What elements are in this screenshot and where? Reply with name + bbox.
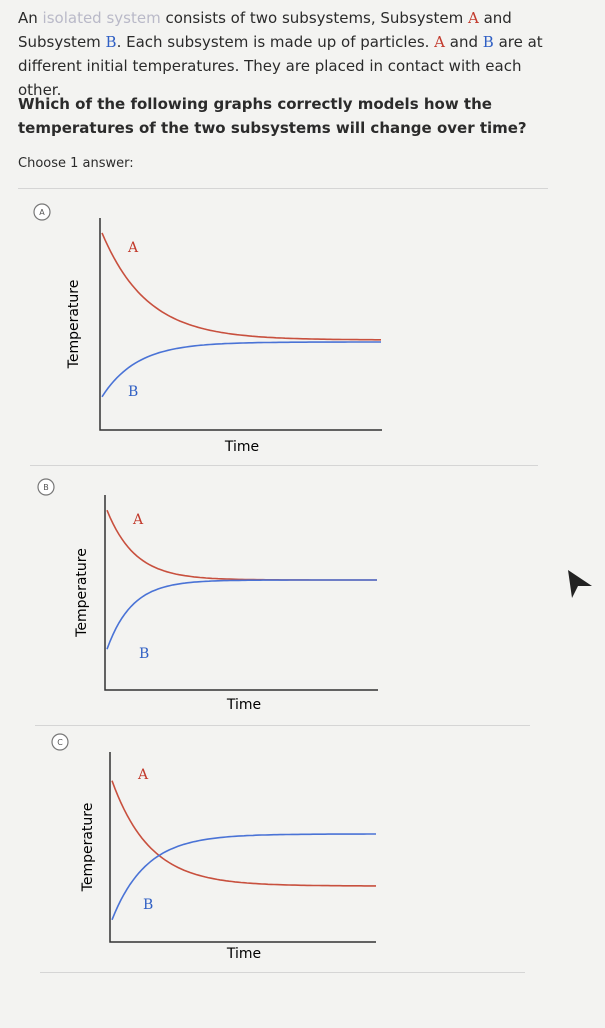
curve-a xyxy=(101,232,381,341)
instruction: Choose 1 answer: xyxy=(18,156,134,171)
text-segment: . Each subsystem is made up of particles… xyxy=(116,33,435,51)
y-axis-label: Temperature xyxy=(74,548,90,638)
curve-b xyxy=(101,341,381,398)
curve-label: A xyxy=(127,240,139,256)
axes xyxy=(109,752,376,943)
text-segment: consists of two subsystems, Subsystem xyxy=(160,9,468,27)
question-prompt: Which of the following graphs correctly … xyxy=(18,95,527,137)
text-segment: A xyxy=(467,9,479,27)
x-axis-label: Time xyxy=(226,946,261,962)
text-segment: and Subsystem xyxy=(18,9,512,51)
radio-button[interactable] xyxy=(37,478,55,496)
text-segment: are at different initial temperatures. T… xyxy=(18,33,543,99)
curve-label: B xyxy=(139,646,149,662)
divider xyxy=(40,972,525,973)
choice-letter: A xyxy=(39,208,45,217)
curve-a xyxy=(111,780,376,887)
y-axis-label: Temperature xyxy=(66,280,82,370)
choice-letter: B xyxy=(43,483,49,492)
divider xyxy=(18,188,548,189)
text-segment: An xyxy=(18,9,43,27)
x-axis-label: Time xyxy=(226,697,261,713)
radio-button[interactable] xyxy=(33,203,51,221)
y-axis-label: Temperature xyxy=(80,803,96,893)
axes xyxy=(104,495,378,691)
axes xyxy=(99,218,382,431)
text-segment: B xyxy=(105,33,117,51)
curve-a xyxy=(106,509,377,581)
curve-label: A xyxy=(132,512,144,528)
curve-b xyxy=(111,833,376,921)
radio-button[interactable] xyxy=(51,733,69,751)
curve-label: A xyxy=(137,767,149,783)
choice-letter: C xyxy=(57,738,63,747)
curve-label: B xyxy=(143,897,153,913)
glossary-link[interactable]: isolated system xyxy=(42,9,161,27)
text-segment: and xyxy=(445,33,483,51)
curve-b xyxy=(106,579,377,650)
x-axis-label: Time xyxy=(224,439,259,455)
mouse-cursor xyxy=(568,570,592,598)
text-segment: A xyxy=(434,33,446,51)
curve-label: B xyxy=(128,384,138,400)
question-intro: An isolated system consists of two subsy… xyxy=(18,6,568,102)
divider xyxy=(30,465,538,466)
text-segment: B xyxy=(482,33,494,51)
divider xyxy=(35,725,530,726)
